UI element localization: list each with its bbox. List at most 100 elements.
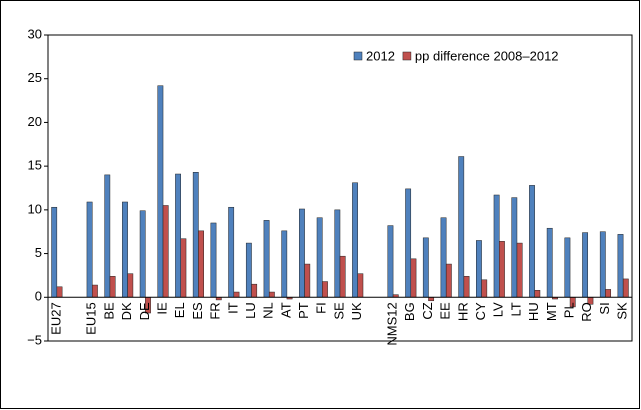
x-tick-label: ES [190, 302, 205, 320]
bar [233, 291, 240, 298]
bar [422, 237, 429, 298]
bar [511, 197, 518, 298]
x-tick-label: EU15 [84, 302, 99, 335]
x-tick-label: IT [225, 302, 240, 314]
x-tick-label: MT [544, 302, 559, 321]
bar [180, 238, 187, 298]
bar [410, 258, 417, 298]
y-tick-label: 25 [28, 70, 42, 85]
x-tick-label: DE [137, 302, 152, 320]
bar [440, 217, 447, 298]
y-tick-label: 15 [28, 158, 42, 173]
bar [357, 273, 364, 298]
y-tick-label: 5 [35, 245, 42, 260]
bar [251, 283, 258, 298]
x-tick-label: EE [438, 302, 453, 320]
x-tick-label: FI [314, 302, 329, 314]
legend-swatch [353, 51, 363, 61]
x-tick-label: NMS12 [385, 302, 400, 345]
x-tick-label: RO [579, 302, 594, 322]
bar [56, 286, 63, 298]
bar [428, 297, 435, 302]
bar [192, 172, 199, 298]
bar [162, 205, 169, 298]
bar [476, 240, 482, 298]
bar [51, 206, 58, 298]
bar [387, 225, 394, 298]
x-tick-label: CY [473, 302, 488, 320]
bar [564, 237, 571, 298]
bar [91, 284, 98, 298]
bar [622, 278, 629, 298]
x-tick-label: IE [154, 302, 169, 315]
x-tick-label: EU27 [48, 302, 63, 335]
x-tick-label: BE [101, 302, 116, 320]
bar [516, 242, 523, 298]
bar [210, 222, 217, 298]
bar [198, 230, 204, 298]
bar [304, 263, 311, 298]
bar [104, 174, 111, 298]
x-tick-label: PT [296, 302, 311, 319]
bar [599, 231, 606, 298]
y-tick-label: 0 [35, 289, 42, 304]
y-tick-label: 20 [28, 114, 42, 129]
bar [339, 255, 346, 298]
bar [605, 289, 612, 298]
x-tick-label: LU [243, 302, 258, 319]
bar [228, 206, 235, 298]
bar [617, 234, 624, 298]
bar [139, 210, 146, 298]
x-tick-label: LV [491, 302, 506, 317]
bar [499, 241, 505, 298]
bar [86, 201, 93, 298]
bar [445, 263, 452, 298]
x-tick-label: SI [597, 302, 612, 314]
legend-label: 2012 [366, 48, 395, 63]
legend-swatch [402, 51, 412, 61]
x-tick-label: EL [172, 302, 187, 318]
y-tick-label: −5 [27, 332, 42, 347]
bar [245, 242, 252, 298]
legend-label: pp difference 2008–2012 [415, 48, 559, 63]
bar [322, 281, 328, 298]
x-tick-label: SK [615, 302, 630, 320]
x-tick-label: DK [119, 302, 134, 320]
bar [493, 194, 500, 298]
bar [281, 230, 288, 298]
x-tick-label: LT [508, 302, 523, 316]
x-tick-label: HR [455, 302, 470, 321]
bar [109, 276, 116, 298]
bar [175, 173, 181, 298]
x-tick-label: UK [349, 302, 364, 320]
bar [122, 201, 128, 298]
x-tick-label: BG [402, 302, 417, 321]
bar [529, 185, 535, 298]
bar [352, 182, 358, 298]
bar [334, 209, 341, 298]
x-tick-label: AT [278, 302, 293, 318]
bar [299, 208, 305, 298]
x-tick-label: FR [208, 302, 223, 319]
x-tick-label: NL [261, 302, 276, 319]
bar [546, 227, 553, 298]
bar [405, 188, 412, 298]
bar [127, 273, 134, 298]
y-tick-label: 10 [28, 201, 42, 216]
bar [316, 217, 323, 298]
plot-area [47, 34, 633, 342]
bar [481, 279, 488, 298]
x-tick-label: SE [331, 302, 346, 320]
bar [458, 156, 465, 298]
bar [582, 232, 589, 298]
bar [157, 85, 164, 298]
bar [268, 291, 275, 298]
x-tick-label: HU [526, 302, 541, 321]
y-tick-label: 30 [28, 26, 42, 41]
bar [463, 276, 470, 298]
bar [263, 220, 270, 298]
bar [534, 290, 541, 298]
x-tick-label: CZ [420, 302, 435, 319]
